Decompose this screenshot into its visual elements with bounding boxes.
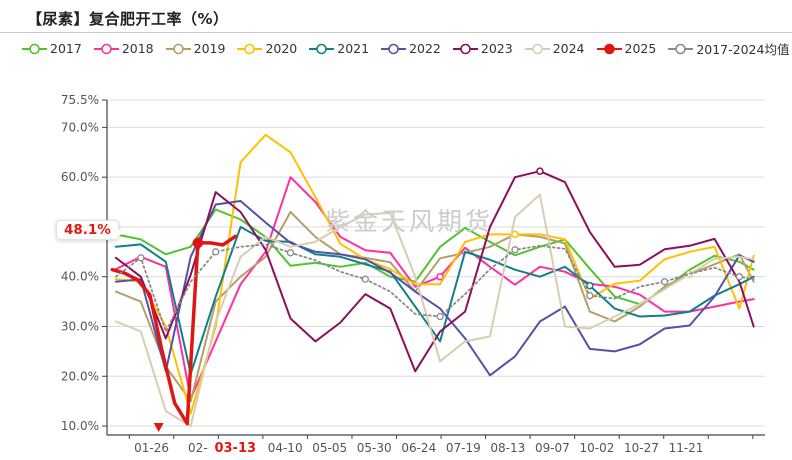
y-axis-label: 20.0% xyxy=(61,369,99,383)
y-axis-label: 70.0% xyxy=(61,120,99,134)
annotation-arrow-icon xyxy=(153,423,164,432)
x-axis-label: 11-21 xyxy=(669,441,704,455)
x-axis-label: 06-24 xyxy=(401,441,436,455)
legend-line-circle-icon xyxy=(165,43,191,54)
mean-marker xyxy=(436,312,444,321)
legend-item-2024[interactable]: 2024 xyxy=(524,41,585,56)
series-line-2020 xyxy=(114,133,755,415)
series-line-2021 xyxy=(114,225,755,375)
legend-item-label: 2017-2024均值 xyxy=(696,42,790,57)
legend-line-circle-icon xyxy=(596,43,622,54)
legend-line-circle-icon xyxy=(668,43,694,54)
legend-item-2019[interactable]: 2019 xyxy=(165,41,226,56)
legend-item-2022[interactable]: 2022 xyxy=(381,41,441,56)
legend-item-label: 2021 xyxy=(337,41,370,56)
legend-item-label: 2017 xyxy=(50,41,82,56)
legend-item-label: 2018 xyxy=(121,41,154,56)
legend-item-label: 2022 xyxy=(409,41,441,56)
x-axis-label: 01-26 xyxy=(134,441,169,455)
legend-item-label: 2024 xyxy=(552,41,585,56)
legend-item-2018[interactable]: 2018 xyxy=(93,41,154,56)
series-line-2025 xyxy=(110,234,238,426)
legend-line-circle-icon xyxy=(452,43,478,54)
legend-item-2021[interactable]: 2021 xyxy=(309,41,369,56)
mean-marker xyxy=(511,246,519,254)
legend-item-label: 2023 xyxy=(480,41,513,56)
legend-item-2025[interactable]: 2025 xyxy=(596,41,657,56)
y-axis-label: 60.0% xyxy=(61,170,99,184)
legend: 2017 2018 2019 2020 2021 2022 2023 2024 2025 2017… xyxy=(22,39,789,58)
y-axis-label: 10.0% xyxy=(61,419,99,433)
mean-marker xyxy=(212,248,220,256)
page-title: 【尿素】复合肥开工率（%） xyxy=(27,10,229,28)
mean-marker xyxy=(660,278,669,286)
x-axis-label: 05-05 xyxy=(312,441,347,455)
series-marker xyxy=(511,230,519,239)
legend-item-2023[interactable]: 2023 xyxy=(452,41,513,56)
legend-item-label: 2019 xyxy=(193,41,226,56)
legend-line-circle-icon xyxy=(309,43,335,54)
mean-marker xyxy=(586,291,594,300)
x-axis-label: 10-02 xyxy=(579,441,614,455)
y-axis-label: 40.0% xyxy=(61,270,99,284)
legend-line-circle-icon xyxy=(524,43,550,54)
mean-marker xyxy=(361,275,369,283)
legend-item-2020[interactable]: 2020 xyxy=(237,41,297,56)
latest-point-marker xyxy=(192,237,204,249)
x-axis-label-latest: 03-13 xyxy=(214,441,256,456)
x-axis-label: 07-19 xyxy=(446,441,481,455)
legend-item-2017-2024均值[interactable]: 2017-2024均值 xyxy=(668,39,789,58)
legend-item-label: 2025 xyxy=(624,41,657,56)
x-axis-label: 10-27 xyxy=(624,441,659,455)
latest-value-badge: 48.1% xyxy=(56,220,123,240)
legend-line-circle-icon xyxy=(381,43,407,54)
series-line-2024 xyxy=(114,193,755,427)
legend-item-2017[interactable]: 2017 xyxy=(22,41,82,56)
legend-line-circle-icon xyxy=(93,43,119,54)
series-line-2023 xyxy=(114,170,755,373)
series-marker xyxy=(436,272,444,281)
x-axis-label: 02- xyxy=(188,441,208,455)
title-separator xyxy=(0,32,792,33)
y-axis-label: 75.5% xyxy=(61,93,99,107)
legend-item-label: 2020 xyxy=(265,41,298,56)
mean-marker xyxy=(137,254,145,262)
mean-marker xyxy=(286,249,295,257)
x-axis-label: 04-10 xyxy=(268,441,303,455)
watermark: 紫金天风期货 xyxy=(325,207,494,236)
series-marker xyxy=(586,281,594,290)
legend-line-circle-icon xyxy=(237,43,263,54)
mean-marker xyxy=(735,273,744,281)
legend-line-circle-icon xyxy=(22,43,47,54)
y-axis-label: 30.0% xyxy=(61,319,99,333)
x-axis-label: 09-07 xyxy=(535,441,570,455)
x-axis-label: 08-13 xyxy=(490,441,525,455)
x-axis-label: 05-30 xyxy=(357,441,392,455)
series-line-2022 xyxy=(114,200,755,377)
series-marker xyxy=(536,167,544,175)
